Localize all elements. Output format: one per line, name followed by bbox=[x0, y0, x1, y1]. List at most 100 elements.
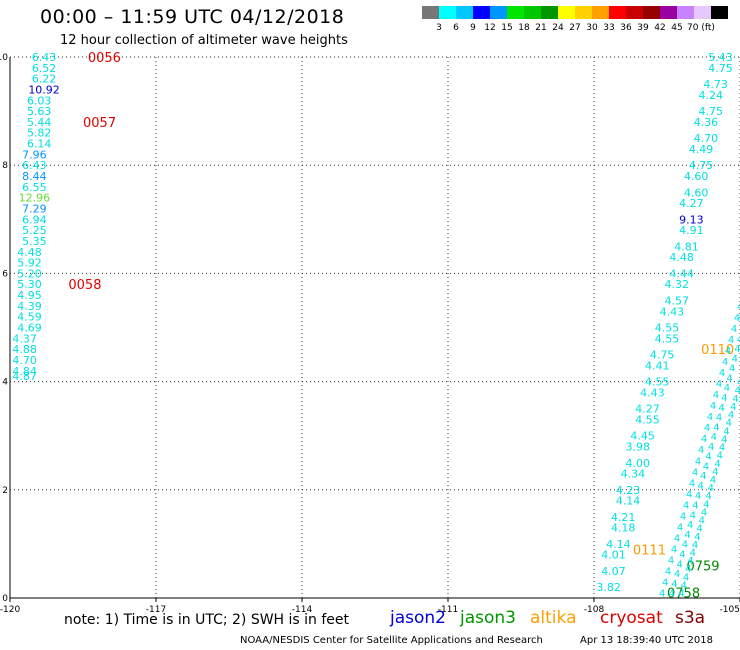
dense-track-mark: 4 bbox=[692, 501, 698, 512]
dense-track-mark: 4 bbox=[659, 589, 665, 600]
wave-height-value: 5.92 bbox=[17, 257, 42, 270]
wave-height-value: 4.59 bbox=[17, 311, 42, 324]
dense-track-mark: 4 bbox=[674, 569, 680, 580]
dense-track-mark: 4 bbox=[719, 443, 725, 454]
dense-track-mark: 4 bbox=[729, 364, 735, 375]
dense-track-mark: 4 bbox=[725, 346, 731, 357]
wave-height-value: 3.82 bbox=[596, 581, 621, 594]
wave-height-value: 4.14 bbox=[616, 495, 641, 508]
wave-height-value: 4.57 bbox=[664, 294, 689, 307]
dense-track-mark: 4 bbox=[710, 475, 716, 486]
legend-tick-label: 33 bbox=[603, 23, 615, 33]
wave-height-value: 6.22 bbox=[32, 73, 57, 86]
wave-height-value: 4.43 bbox=[660, 305, 685, 318]
dense-track-mark: 4 bbox=[692, 540, 698, 551]
wave-height-value: 4.36 bbox=[694, 116, 719, 129]
y-tick-label: 4 bbox=[2, 378, 8, 388]
legend-swatch bbox=[643, 6, 660, 19]
dense-track-mark: 4 bbox=[669, 589, 675, 600]
dense-track-mark: 4 bbox=[694, 532, 700, 543]
dense-track-mark: 4 bbox=[699, 516, 705, 527]
dense-track-mark: 4 bbox=[701, 434, 707, 445]
dense-track-mark: 4 bbox=[734, 313, 740, 324]
legend-tick-label: 42 bbox=[654, 23, 666, 33]
dense-track-mark: 4 bbox=[682, 540, 688, 551]
wave-height-value: 5.63 bbox=[27, 105, 52, 118]
dense-track-mark: 4 bbox=[716, 413, 722, 424]
wave-height-value: 4.75 bbox=[708, 62, 733, 75]
wave-height-value: 4.70 bbox=[694, 132, 719, 145]
dense-track-mark: 4 bbox=[713, 390, 719, 401]
chart-title: 00:00 – 11:59 UTC 04/12/2018 bbox=[40, 6, 345, 28]
dense-track-mark: 4 bbox=[686, 489, 692, 500]
dense-track-mark: 4 bbox=[714, 459, 720, 470]
dense-track-mark: 4 bbox=[724, 383, 730, 394]
legend-tick-label: 45 bbox=[671, 23, 683, 33]
dense-track-mark: 4 bbox=[681, 580, 687, 591]
legend-jason3: jason3 bbox=[460, 608, 516, 628]
dense-track-mark: 4 bbox=[710, 401, 716, 412]
legend-swatch bbox=[439, 6, 456, 19]
wave-height-value: 4.41 bbox=[645, 359, 670, 372]
credit-line: NOAA/NESDIS Center for Satellite Applica… bbox=[240, 635, 543, 646]
wave-height-value: 4.37 bbox=[12, 332, 37, 345]
wave-height-value: 4.55 bbox=[655, 332, 680, 345]
legend-altika: altika bbox=[530, 608, 577, 628]
dense-track-mark: 4 bbox=[734, 344, 740, 355]
dense-track-mark: 4 bbox=[695, 456, 701, 467]
legend-tick-label: 24 bbox=[552, 23, 564, 33]
dense-track-mark: 4 bbox=[687, 520, 693, 531]
dense-track-mark: 4 bbox=[721, 434, 727, 445]
wave-height-value: 4.55 bbox=[655, 322, 680, 335]
wave-height-value: 4.48 bbox=[669, 251, 694, 264]
wave-height-value: 9.13 bbox=[679, 213, 704, 226]
wave-height-value: 4.45 bbox=[630, 430, 655, 443]
pass-time-label: 0058 bbox=[68, 278, 101, 293]
wave-height-value: 12.96 bbox=[19, 192, 51, 205]
dense-track-mark: 4 bbox=[703, 499, 709, 510]
legend-tick-label: 70 (ft) bbox=[687, 23, 715, 33]
dense-track-mark: 4 bbox=[717, 451, 723, 462]
dense-track-mark: 4 bbox=[668, 556, 674, 567]
x-tick-label: -117 bbox=[146, 605, 166, 615]
dense-track-mark: 4 bbox=[719, 368, 725, 379]
wave-height-value: 4.60 bbox=[684, 170, 709, 183]
dense-track-mark: 4 bbox=[718, 403, 724, 414]
wave-height-value: 4.75 bbox=[699, 105, 724, 118]
wave-height-value: 5.25 bbox=[22, 224, 47, 237]
wave-height-value: 4.69 bbox=[17, 322, 42, 335]
legend-tick-label: 9 bbox=[470, 23, 476, 33]
wave-height-value: 4.84 bbox=[12, 365, 37, 378]
legend-swatch bbox=[456, 6, 473, 19]
footer-note: note: 1) Time is in UTC; 2) SWH is in fe… bbox=[64, 612, 350, 628]
wave-height-value: 4.87 bbox=[12, 370, 37, 383]
pass-time-label: 0110 bbox=[701, 343, 734, 358]
dense-track-mark: 4 bbox=[701, 507, 707, 518]
dense-track-mark: 4 bbox=[689, 478, 695, 489]
wave-height-value: 4.43 bbox=[640, 386, 665, 399]
dense-track-mark: 4 bbox=[678, 589, 684, 600]
wave-height-value: 5.44 bbox=[27, 116, 52, 129]
wave-height-value: 5.30 bbox=[17, 278, 42, 291]
wave-height-value: 6.43 bbox=[22, 159, 47, 172]
dense-track-mark: 4 bbox=[680, 511, 686, 522]
legend-tick-label: 21 bbox=[535, 23, 547, 33]
wave-height-value: 10.92 bbox=[28, 83, 60, 96]
dense-track-mark: 4 bbox=[732, 394, 738, 405]
wave-height-value: 4.73 bbox=[703, 78, 728, 91]
wave-height-value: 4.32 bbox=[664, 278, 689, 291]
dense-track-mark: 4 bbox=[737, 378, 740, 389]
dense-track-mark: 4 bbox=[732, 354, 738, 365]
legend-tick-label: 18 bbox=[518, 23, 530, 33]
legend-swatch bbox=[711, 6, 728, 19]
legend-swatch bbox=[473, 6, 490, 19]
dense-track-mark: 4 bbox=[737, 302, 740, 313]
legend-tick-label: 39 bbox=[637, 23, 649, 33]
x-tick-label: -114 bbox=[292, 605, 313, 615]
dense-track-mark: 4 bbox=[662, 578, 668, 589]
dense-track-mark: 4 bbox=[713, 422, 719, 433]
dense-track-mark: 4 bbox=[677, 559, 683, 570]
x-tick-label: -105 bbox=[720, 605, 740, 615]
wave-height-value: 4.34 bbox=[621, 468, 646, 481]
